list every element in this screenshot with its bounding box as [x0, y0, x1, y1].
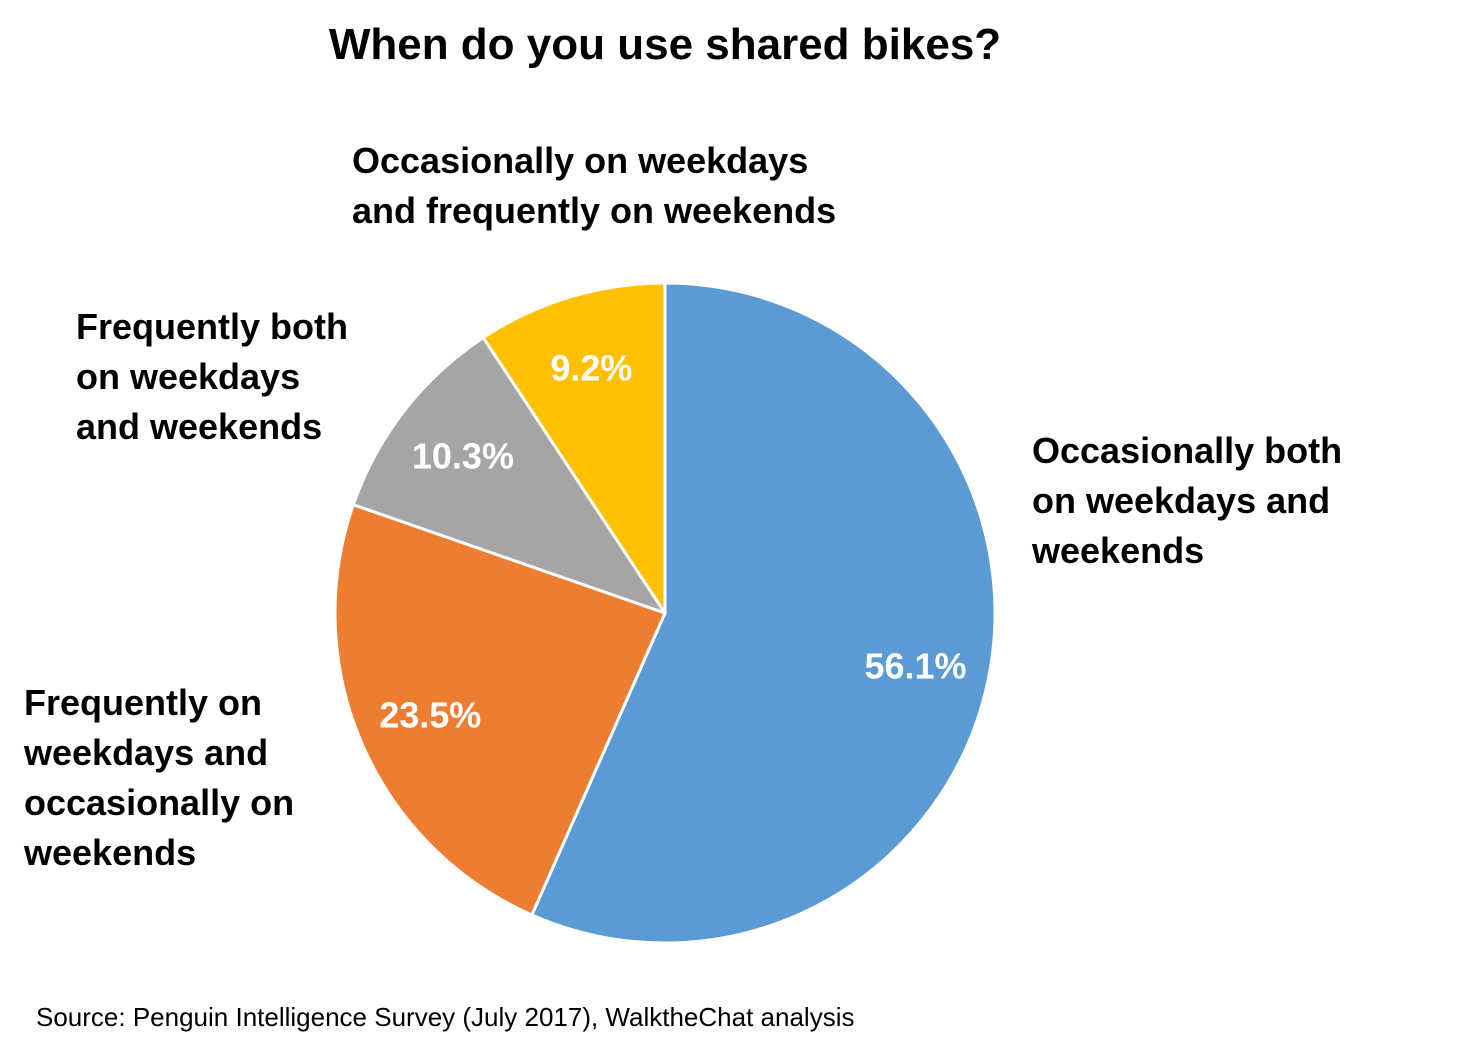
- value-label-0: 56.1%: [864, 645, 966, 686]
- category-label-frequently-both: Frequently both on weekdays and weekends: [76, 306, 348, 447]
- value-label-2: 10.3%: [412, 435, 514, 476]
- slice-occasionally-both: [530, 281, 997, 945]
- chart-title: When do you use shared bikes?: [328, 20, 1002, 69]
- category-label-occasionally-both: Occasionally both on weekdays and weeken…: [1032, 430, 1343, 571]
- value-label-3: 9.2%: [550, 347, 632, 388]
- category-label-frequently-weekends: Occasionally on weekdays and frequently …: [352, 140, 837, 231]
- value-label-1: 23.5%: [379, 695, 481, 736]
- slice-frequently-weekends: [481, 281, 667, 615]
- pie-value-labels: 56.1% 23.5% 10.3% 9.2%: [379, 347, 966, 735]
- category-label-frequently-weekdays: Frequently on weekdays and occasionally …: [24, 682, 295, 873]
- slice-frequently-weekdays: [333, 503, 667, 917]
- source-note: Source: Penguin Intelligence Survey (Jul…: [36, 1002, 855, 1032]
- pie-slices: [333, 281, 997, 945]
- slice-frequently-both: [351, 336, 667, 615]
